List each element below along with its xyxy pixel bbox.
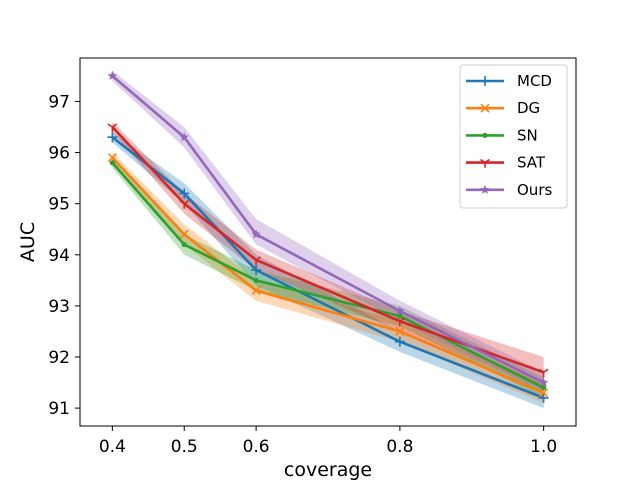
x-tick-label-0.4: 0.4 [99,437,126,457]
x-axis-label: coverage [284,459,372,480]
band-dg [112,152,544,403]
point-mcd-0.5 [179,188,190,199]
point-sat-0.8 [394,317,405,327]
legend-marker-sat [480,158,490,168]
point-sn-0.6 [253,277,259,283]
legend-marker-ours [480,184,490,194]
point-dg-0.5 [179,229,189,239]
point-sn-0.4 [109,160,115,166]
point-sat-0.5 [179,200,190,209]
point-dg-0.6 [251,285,261,296]
point-dg-0.8 [395,326,405,337]
point-ours-0.4 [107,70,118,80]
y-tick-label-94: 94 [48,246,70,266]
point-ours-1.0 [538,377,549,387]
point-sn-1.0 [541,385,547,391]
point-sat-0.4 [107,123,118,132]
point-mcd-0.6 [251,265,262,276]
point-dg-0.4 [107,153,117,163]
legend-label-sat: SAT [517,154,546,172]
x-tick-label-0.5: 0.5 [171,437,198,457]
point-sn-0.8 [397,313,403,319]
y-tick-label-96: 96 [48,144,70,164]
point-sat-0.6 [251,256,262,265]
x-tick-label-1.0: 1.0 [530,437,557,457]
y-axis-ticks: 91 92 93 94 95 96 97 [48,92,80,419]
y-tick-label-92: 92 [48,348,70,368]
plot-frame [79,57,577,427]
series-markers [107,70,549,403]
point-ours-0.8 [395,306,405,316]
x-tick-label-0.6: 0.6 [243,437,270,457]
point-mcd-0.4 [107,132,118,143]
point-ours-0.6 [251,229,261,239]
point-sn-0.5 [181,241,187,248]
y-tick-label-91: 91 [48,399,70,419]
point-mcd-1.0 [538,392,549,403]
y-tick-label-93: 93 [48,297,70,317]
band-sn [112,157,544,398]
point-mcd-0.8 [394,336,405,347]
point-ours-0.5 [179,132,189,142]
x-tick-label-0.8: 0.8 [386,437,413,457]
x-axis-ticks: 0.4 0.5 0.6 0.8 1.0 [99,426,557,457]
legend-frame [459,64,568,209]
legend-marker-sn [482,132,488,138]
y-tick-label-97: 97 [48,92,70,112]
point-dg-1.0 [539,388,549,398]
legend-label-sn: SN [517,126,538,144]
legend-label-ours: Ours [517,181,552,199]
legend-label-dg: DG [517,99,540,117]
point-sat-1.0 [538,368,549,378]
y-axis-label: AUC [17,222,39,262]
legend-marker-dg [480,103,490,113]
y-tick-label-95: 95 [48,195,70,215]
legend: MCD DG SN SAT Ours [459,64,568,209]
legend-marker-mcd [480,76,490,86]
legend-label-mcd: MCD [517,72,552,90]
